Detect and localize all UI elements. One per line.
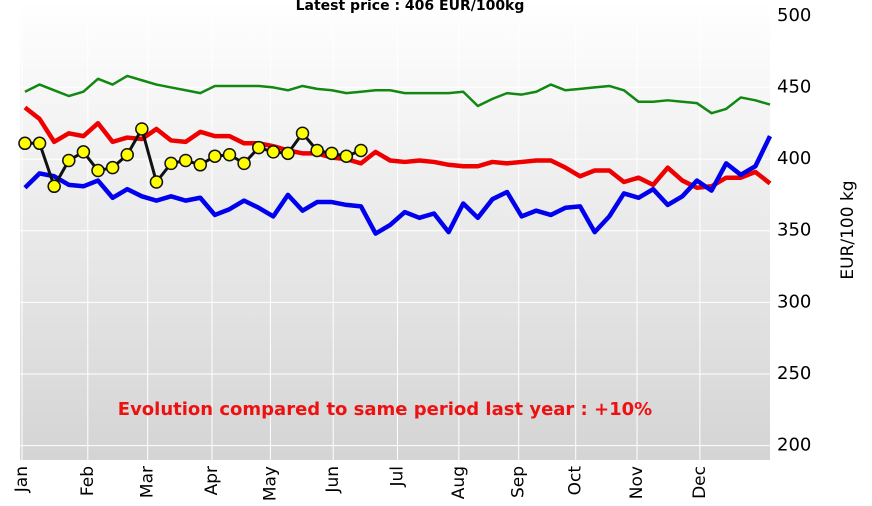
y-axis-label: EUR/100 kg	[838, 180, 858, 279]
x-tick-label: Jul	[387, 466, 407, 488]
marker	[208, 149, 222, 163]
marker	[324, 146, 339, 161]
marker	[164, 156, 178, 171]
marker	[354, 143, 368, 158]
series-line	[23, 135, 773, 236]
x-tick-label: Nov	[627, 466, 647, 499]
series-line	[24, 74, 771, 115]
y-tick-label: 500	[777, 5, 811, 26]
marker	[237, 156, 251, 171]
y-tick-label: 300	[777, 291, 811, 312]
x-tick-label: Sep	[509, 466, 529, 498]
marker	[193, 158, 208, 172]
chart-title: Latest price : 406 EUR/100kg	[296, 0, 525, 14]
x-tick-label: Aug	[449, 466, 469, 499]
marker	[222, 148, 237, 162]
x-tick-label: Feb	[78, 466, 98, 496]
y-tick-label: 200	[777, 435, 811, 456]
marker	[47, 179, 61, 194]
x-tick-label: May	[260, 466, 280, 501]
marker	[105, 160, 120, 175]
marker	[310, 143, 324, 158]
marker	[18, 136, 32, 151]
plot-area	[20, 0, 770, 460]
series-line	[23, 105, 772, 190]
marker	[62, 153, 76, 168]
marker	[32, 136, 47, 151]
marker	[120, 148, 134, 162]
x-tick-label: Oct	[566, 466, 586, 496]
marker	[135, 122, 149, 136]
marker	[266, 145, 281, 159]
y-tick-label: 450	[777, 76, 811, 97]
marker	[178, 153, 193, 168]
y-tick-label: 250	[777, 363, 811, 384]
y-tick-label: 350	[777, 220, 811, 241]
marker	[76, 145, 91, 159]
x-tick-label: Mar	[138, 466, 158, 498]
marker	[295, 126, 310, 141]
marker	[339, 149, 354, 163]
x-tick-label: Jan	[12, 466, 32, 493]
y-tick-label: 400	[777, 148, 811, 169]
annotation: Evolution compared to same period last y…	[118, 399, 652, 420]
x-tick-label: Dec	[690, 466, 710, 499]
x-tick-label: Jun	[323, 466, 343, 494]
marker	[149, 175, 164, 189]
x-tick-label: Apr	[202, 466, 222, 495]
marker	[281, 146, 295, 161]
marker	[251, 140, 266, 155]
marker	[91, 163, 105, 178]
